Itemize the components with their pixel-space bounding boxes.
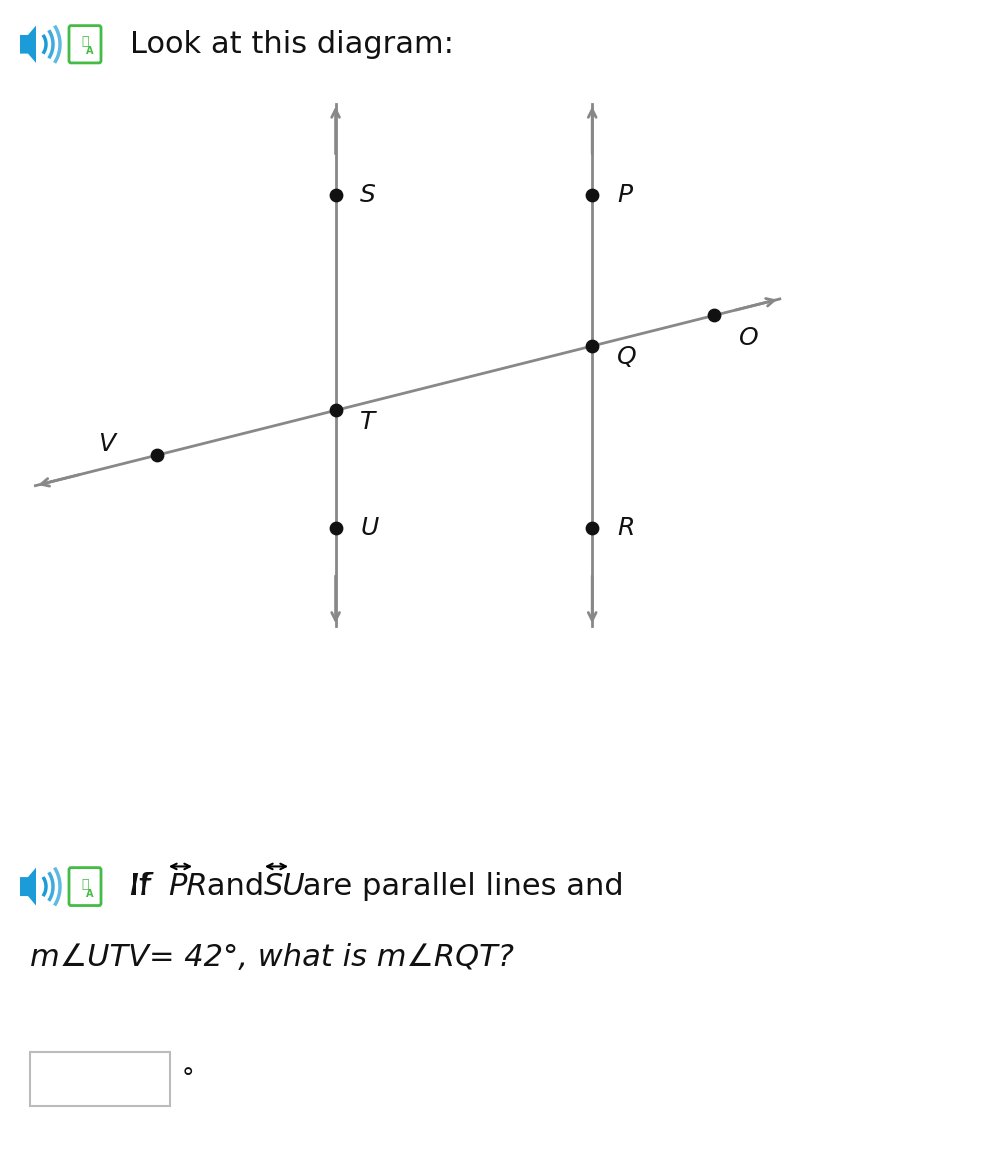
Point [327, 518, 343, 537]
Point [584, 518, 599, 537]
Text: are parallel lines and: are parallel lines and [293, 873, 623, 901]
FancyBboxPatch shape [69, 26, 101, 63]
FancyBboxPatch shape [30, 1052, 170, 1106]
Polygon shape [20, 868, 35, 905]
Text: V: V [98, 432, 115, 456]
Point [327, 401, 343, 419]
Text: If: If [130, 873, 160, 901]
Text: PR: PR [168, 873, 207, 901]
Text: A: A [86, 47, 94, 56]
Text: P: P [616, 183, 631, 206]
Text: and: and [197, 873, 273, 901]
Text: °: ° [181, 1066, 194, 1090]
Point [149, 446, 165, 465]
Text: A: A [86, 889, 94, 898]
Text: R: R [616, 516, 634, 539]
Point [584, 337, 599, 355]
Text: U: U [360, 516, 378, 539]
Text: 文: 文 [81, 35, 89, 49]
Point [327, 185, 343, 204]
Text: m∠UTV= 42°, what is m∠RQT?: m∠UTV= 42°, what is m∠RQT? [30, 944, 514, 972]
FancyBboxPatch shape [69, 868, 101, 905]
Text: T: T [360, 410, 375, 433]
Text: O: O [739, 326, 757, 351]
Polygon shape [20, 26, 35, 63]
Text: Q: Q [616, 345, 636, 369]
Point [584, 185, 599, 204]
Point [706, 306, 722, 325]
Text: 文: 文 [81, 877, 89, 891]
Text: S: S [360, 183, 376, 206]
Text: Look at this diagram:: Look at this diagram: [130, 30, 454, 58]
Text: SU: SU [263, 873, 306, 901]
Text: If: If [130, 873, 160, 901]
